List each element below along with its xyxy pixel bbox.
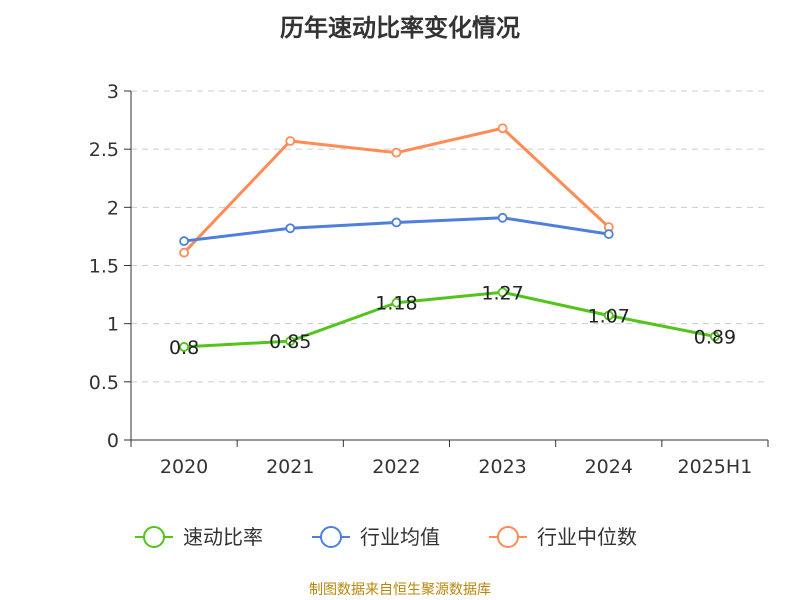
x-tick-label: 2020 xyxy=(160,456,208,478)
legend-swatch-circle xyxy=(497,526,519,548)
series-line-1 xyxy=(184,290,716,349)
legend-item-3[interactable]: 行业中位数 xyxy=(489,525,637,549)
y-tick-label: 1.5 xyxy=(89,256,119,278)
data-point xyxy=(497,123,508,134)
data-point xyxy=(179,247,189,258)
data-point xyxy=(285,223,296,234)
data-point xyxy=(391,297,402,308)
data-label: 1.27 xyxy=(481,282,523,304)
x-tick-label: 2025H1 xyxy=(678,456,753,478)
data-labels: 0.8 0.85 1.18 1.27 1.07 0.89 xyxy=(169,282,736,359)
y-tick-label: 2 xyxy=(107,197,119,219)
axes: 0 0.5 1 1.5 2 2.5 3 2020 2021 2022 2023 2024 2025H1 xyxy=(89,81,769,478)
legend-label: 行业中位数 xyxy=(537,525,637,549)
grid-lines xyxy=(131,90,768,383)
data-label: 0.8 xyxy=(169,337,199,359)
legend-item-1[interactable]: 速动比率 xyxy=(135,525,263,549)
data-point xyxy=(603,310,614,321)
data-label: 0.89 xyxy=(694,326,736,348)
y-tick-label: 0.5 xyxy=(89,372,119,394)
y-tick-label: 3 xyxy=(107,81,119,103)
data-point xyxy=(497,212,508,223)
y-tick-label: 1 xyxy=(107,314,119,336)
data-label: 0.85 xyxy=(269,331,311,353)
legend-swatch-circle xyxy=(143,526,165,548)
legend-label: 速动比率 xyxy=(183,525,263,549)
data-point xyxy=(179,236,189,246)
legend-label: 行业均值 xyxy=(360,525,440,549)
legend-item-2[interactable]: 行业均值 xyxy=(312,525,440,549)
y-tick-label: 0 xyxy=(107,430,119,452)
source-note: 制图数据来自恒生聚源数据库 xyxy=(309,582,491,598)
data-label: 1.18 xyxy=(375,293,417,315)
data-point xyxy=(603,229,614,239)
data-point xyxy=(285,336,296,347)
data-point xyxy=(179,342,189,352)
legend-swatch-circle xyxy=(320,526,342,548)
legend[interactable]: 速动比率 行业均值 行业中位数 xyxy=(135,525,637,549)
y-tick-label: 2.5 xyxy=(89,139,119,161)
x-tick-label: 2024 xyxy=(585,456,633,478)
data-label: 1.07 xyxy=(588,306,630,328)
data-point xyxy=(391,147,402,158)
data-point xyxy=(710,331,720,342)
chart-title: 历年速动比率变化情况 xyxy=(280,14,520,42)
data-point xyxy=(497,287,508,298)
x-tick-label: 2022 xyxy=(372,456,420,478)
data-point xyxy=(391,217,402,228)
x-tick-label: 2021 xyxy=(266,456,314,478)
series-lines xyxy=(179,123,720,352)
x-tick-label: 2023 xyxy=(478,456,526,478)
data-point xyxy=(285,136,296,146)
